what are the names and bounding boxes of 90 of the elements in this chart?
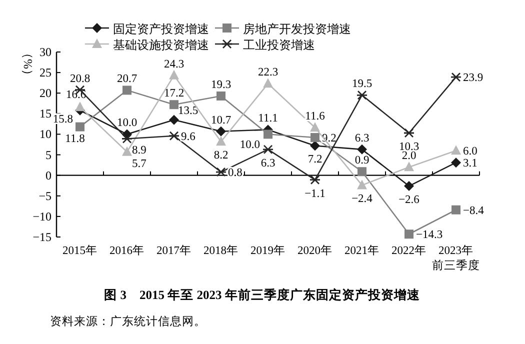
data-label: 19.5 bbox=[352, 78, 372, 90]
point bbox=[169, 70, 179, 80]
data-label: 20.8 bbox=[70, 72, 90, 85]
point bbox=[122, 86, 132, 95]
data-label: −14.3 bbox=[416, 229, 443, 242]
data-label: 3.1 bbox=[463, 158, 478, 170]
data-label: 11.1 bbox=[258, 112, 278, 125]
y-axis-title: （%） bbox=[21, 47, 35, 81]
point bbox=[76, 122, 84, 132]
point bbox=[309, 175, 321, 185]
y-tick-label: 20 bbox=[40, 86, 52, 100]
data-label: 10.3 bbox=[398, 140, 420, 153]
legend-label: 固定资产投资增速 bbox=[113, 22, 209, 36]
point bbox=[169, 114, 179, 125]
point bbox=[310, 122, 320, 132]
y-tick-label: 10 bbox=[40, 127, 52, 142]
x-tick-label: 2016年 bbox=[110, 244, 144, 257]
x-tick-label: 2021年 bbox=[344, 244, 380, 257]
y-tick-label: 0 bbox=[46, 168, 52, 182]
x-tick-label: 2023年前三季度 bbox=[432, 244, 480, 272]
x-tick-label: 2015年 bbox=[62, 244, 98, 257]
text: 图 3 2015 年至 2023 年前三季度广东固定资产投资增速 bbox=[104, 287, 421, 302]
x-tick-label: 2020年 bbox=[298, 244, 332, 257]
data-label: 6.0 bbox=[463, 146, 478, 158]
data-label: 7.2 bbox=[308, 154, 322, 166]
point bbox=[358, 167, 366, 176]
x-tick-label: 2019年 bbox=[250, 244, 286, 257]
data-label: 22.3 bbox=[258, 66, 278, 79]
x-tick-label: 2018年 bbox=[204, 244, 238, 257]
data-label: −8.4 bbox=[463, 204, 484, 217]
point bbox=[122, 146, 132, 156]
y-tick-label: −15 bbox=[32, 230, 52, 244]
data-label: 6.3 bbox=[354, 132, 370, 144]
point bbox=[452, 205, 460, 214]
data-label: 5.7 bbox=[132, 158, 147, 170]
point bbox=[216, 126, 226, 136]
point bbox=[168, 131, 180, 141]
data-label: 10.0 bbox=[240, 139, 260, 152]
legend-label: 房地产开发投资增速 bbox=[243, 22, 351, 36]
point bbox=[215, 167, 227, 177]
data-label: 2.0 bbox=[402, 150, 416, 162]
data-label: 20.7 bbox=[116, 73, 138, 86]
data-label: 8.2 bbox=[214, 150, 228, 162]
data-label: 6.3 bbox=[260, 157, 276, 170]
x-tick-label: 2022年 bbox=[392, 244, 426, 257]
point bbox=[404, 181, 414, 192]
data-label: 0.9 bbox=[354, 154, 370, 167]
point bbox=[263, 78, 273, 88]
point bbox=[403, 128, 415, 138]
point bbox=[404, 230, 414, 239]
point bbox=[310, 140, 320, 151]
point bbox=[404, 162, 414, 172]
data-label: −2.4 bbox=[352, 193, 373, 206]
data-label: 8.9 bbox=[132, 144, 147, 157]
point bbox=[451, 145, 461, 155]
text: 资料来源：广东统计信息网。 bbox=[50, 314, 206, 328]
data-label: 10.0 bbox=[116, 117, 138, 130]
data-label: 19.3 bbox=[210, 78, 232, 91]
point bbox=[121, 134, 133, 144]
y-tick-label: 5 bbox=[46, 148, 52, 162]
y-tick-label: 25 bbox=[40, 66, 52, 80]
point bbox=[310, 133, 320, 142]
point bbox=[264, 130, 272, 139]
point bbox=[451, 158, 461, 168]
point bbox=[357, 180, 367, 190]
point bbox=[450, 72, 462, 82]
data-label: 11.8 bbox=[65, 132, 86, 145]
y-tick-label: −5 bbox=[38, 188, 52, 203]
data-label: 24.3 bbox=[164, 58, 184, 70]
point bbox=[356, 90, 368, 100]
point bbox=[216, 91, 226, 100]
data-label: 9.6 bbox=[181, 130, 196, 143]
legend-label: 工业投资增速 bbox=[243, 38, 315, 52]
y-tick-label: 30 bbox=[40, 45, 52, 59]
point bbox=[262, 144, 274, 154]
point bbox=[170, 100, 178, 110]
data-label: 17.2 bbox=[164, 88, 184, 100]
point bbox=[75, 102, 85, 112]
data-label: 10.7 bbox=[210, 114, 232, 126]
point bbox=[216, 136, 226, 146]
legend-label: 基础设施投资增速 bbox=[113, 38, 209, 52]
y-tick-label: −10 bbox=[32, 209, 52, 224]
data-label: −1.1 bbox=[304, 188, 326, 200]
data-label: 23.9 bbox=[463, 72, 484, 84]
data-label: −2.6 bbox=[398, 194, 420, 206]
x-tick-label: 2017年 bbox=[156, 244, 192, 257]
data-label: 13.5 bbox=[178, 104, 198, 117]
point bbox=[357, 144, 367, 154]
data-label: 11.6 bbox=[305, 110, 326, 123]
y-tick-label: 15 bbox=[40, 106, 52, 121]
